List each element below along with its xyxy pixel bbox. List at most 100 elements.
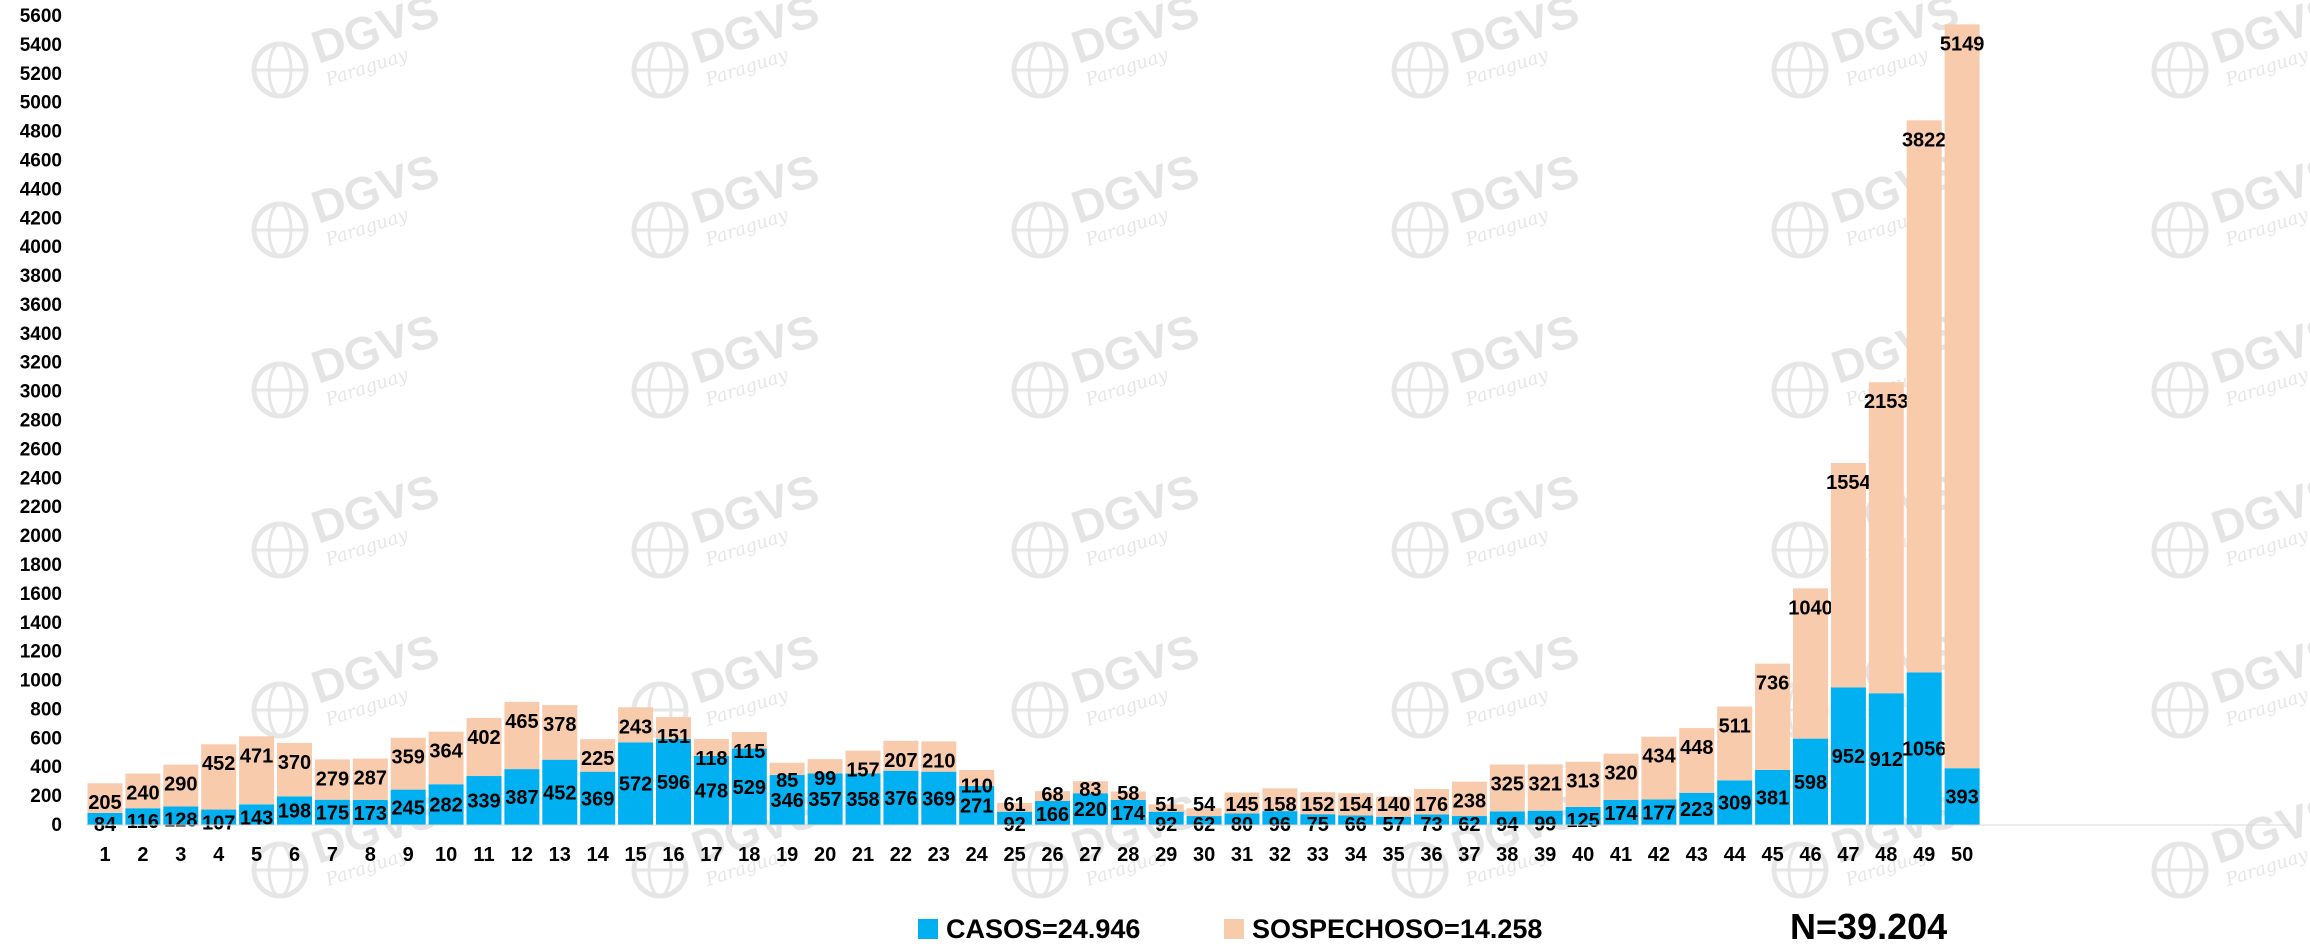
bar-sospechoso	[1451, 781, 1487, 817]
data-label-sospechoso: 110	[961, 775, 993, 797]
data-label-sospechoso: 140	[1377, 794, 1410, 816]
data-label-casos: 358	[846, 789, 879, 811]
y-tick-label: 1800	[20, 555, 62, 576]
bar-sospechoso	[618, 707, 654, 743]
x-tick-label: 12	[511, 844, 533, 866]
bar-sospechoso	[428, 731, 464, 785]
x-tick-label: 48	[1875, 844, 1897, 866]
data-label-casos: 309	[1718, 793, 1751, 815]
x-tick-label: 34	[1345, 844, 1368, 866]
data-label-sospechoso: 1554	[1826, 472, 1871, 494]
x-tick-label: 17	[700, 844, 722, 866]
bar-casos	[769, 775, 805, 825]
bar-casos	[390, 789, 426, 825]
bar-casos	[1755, 769, 1791, 825]
y-tick-label: 5200	[20, 64, 62, 85]
data-label-casos: 116	[127, 811, 159, 833]
x-tick-label: 45	[1761, 844, 1783, 866]
bar-sospechoso	[1262, 788, 1298, 812]
bar-sospechoso	[1944, 24, 1980, 769]
y-tick-label: 400	[30, 757, 62, 778]
bar-sospechoso	[1224, 792, 1260, 814]
bar-sospechoso	[693, 738, 729, 756]
bar-sospechoso	[1148, 804, 1184, 812]
data-label-sospechoso: 61	[1003, 794, 1025, 816]
x-tick-label: 27	[1079, 844, 1101, 866]
x-tick-label: 35	[1382, 844, 1404, 866]
bar-casos	[807, 773, 843, 825]
y-tick-label: 5400	[20, 35, 62, 56]
data-label-sospechoso: 452	[202, 753, 235, 775]
data-label-casos: 369	[922, 788, 955, 810]
bar-sospechoso	[201, 744, 237, 810]
data-label-casos: 478	[695, 780, 728, 802]
bar-casos	[1679, 792, 1715, 825]
bar-casos	[845, 773, 881, 825]
x-tick-label: 21	[852, 844, 874, 866]
bar-sospechoso	[1641, 736, 1677, 800]
legend-sospechoso-label: SOSPECHOSO=14.258	[1252, 913, 1543, 944]
data-label-sospechoso: 115	[733, 741, 765, 763]
data-label-casos: 598	[1794, 772, 1827, 794]
bar-casos	[1376, 816, 1412, 825]
data-label-sospechoso: 118	[695, 748, 727, 770]
data-label-casos: 128	[164, 810, 197, 832]
data-label-sospechoso: 152	[1301, 794, 1334, 816]
bar-casos	[277, 796, 312, 825]
data-label-sospechoso: 736	[1756, 673, 1789, 695]
x-tick-label: 32	[1269, 844, 1291, 866]
data-label-casos: 393	[1945, 787, 1978, 809]
legend-sospechoso-swatch	[1224, 919, 1244, 939]
data-label-casos: 220	[1074, 799, 1107, 821]
y-tick-label: 0	[51, 815, 62, 836]
data-label-sospechoso: 158	[1263, 794, 1296, 816]
data-label-sospechoso: 58	[1117, 783, 1139, 805]
data-label-casos: 174	[1604, 803, 1638, 825]
y-tick-label: 600	[30, 728, 62, 749]
data-label-casos: 173	[354, 803, 387, 825]
data-label-sospechoso: 287	[354, 768, 387, 790]
bar-sospechoso	[921, 741, 957, 772]
x-tick-label: 24	[966, 844, 989, 866]
x-tick-label: 2	[137, 844, 148, 866]
data-label-sospechoso: 225	[581, 748, 614, 770]
bar-casos	[125, 808, 161, 825]
bar-casos	[201, 809, 237, 825]
x-tick-label: 7	[327, 844, 338, 866]
data-label-sospechoso: 68	[1041, 784, 1063, 806]
y-tick-label: 2800	[20, 411, 62, 432]
x-tick-label: 20	[814, 844, 836, 866]
x-tick-label: 33	[1307, 844, 1329, 866]
data-label-sospechoso: 313	[1566, 771, 1599, 793]
x-tick-label: 26	[1041, 844, 1063, 866]
data-label-casos: 572	[619, 774, 652, 796]
x-tick-label: 38	[1496, 844, 1518, 866]
bar-casos	[693, 755, 729, 825]
data-label-sospechoso: 511	[1719, 716, 1751, 738]
bar-sospechoso	[1830, 462, 1866, 688]
data-label-sospechoso: 238	[1453, 791, 1486, 813]
data-label-sospechoso: 145	[1225, 794, 1258, 816]
data-label-sospechoso: 448	[1680, 737, 1713, 759]
y-tick-label: 3600	[20, 295, 62, 316]
data-label-sospechoso: 51	[1155, 794, 1177, 816]
y-tick-label: 3800	[20, 266, 62, 287]
data-label-sospechoso: 402	[467, 727, 500, 749]
bar-sospechoso	[1755, 663, 1791, 770]
y-tick-label: 800	[30, 699, 62, 720]
data-label-casos: 381	[1756, 787, 1789, 809]
data-label-sospechoso: 240	[126, 783, 159, 805]
data-label-sospechoso: 279	[316, 768, 349, 790]
y-tick-label: 4800	[20, 122, 62, 143]
bar-casos	[1944, 768, 1980, 825]
y-tick-label: 1400	[20, 613, 62, 634]
data-label-sospechoso: 210	[922, 750, 955, 772]
